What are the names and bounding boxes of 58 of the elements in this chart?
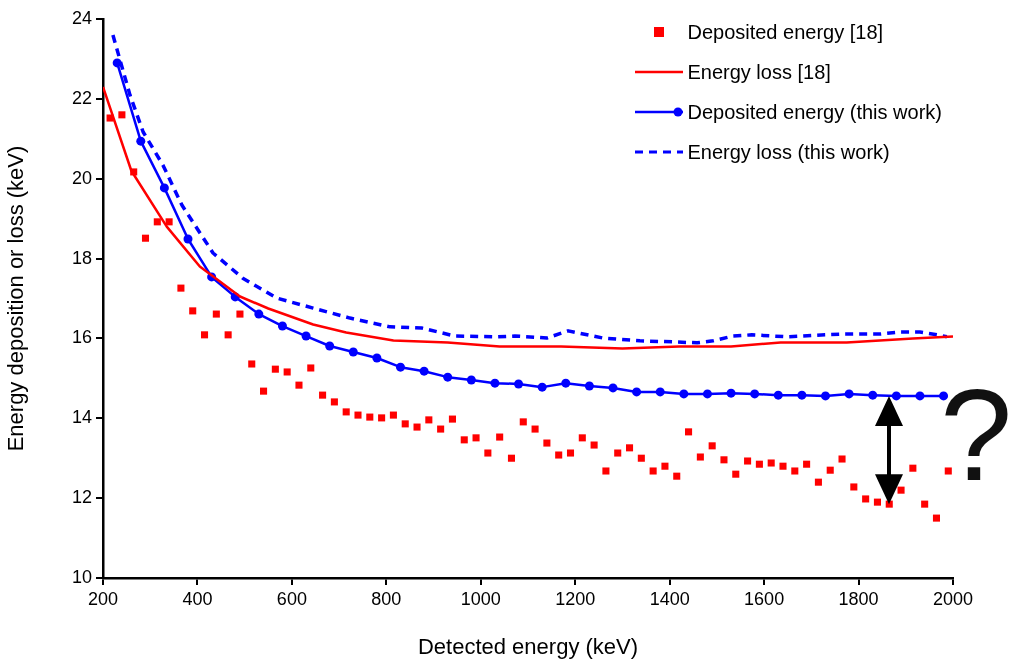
point [655, 387, 665, 397]
point [372, 353, 382, 363]
y-tick-label: 20 [71, 167, 92, 188]
point [797, 390, 807, 400]
y-tick-label: 22 [71, 87, 92, 108]
x-tick-label: 400 [182, 588, 213, 609]
legend-label: Deposited energy [18] [687, 20, 884, 44]
x-tick-label: 200 [87, 588, 119, 609]
x-axis-title: Detected energy (keV) [417, 633, 639, 659]
x-tick-label: 1400 [649, 588, 690, 609]
point [773, 390, 783, 400]
legend-label: Energy loss (this work) [687, 140, 890, 164]
point [514, 379, 524, 389]
point [821, 391, 830, 401]
point [750, 389, 760, 399]
point [844, 389, 854, 399]
point [490, 378, 500, 388]
y-tick-label: 10 [71, 566, 92, 587]
point [348, 347, 358, 357]
x-tick-label: 1000 [460, 588, 501, 609]
point [112, 58, 122, 68]
point [608, 383, 618, 393]
x-tick-label: 800 [371, 588, 402, 609]
x-tick-label: 2000 [932, 588, 974, 609]
point [702, 389, 712, 399]
legend-label: Deposited energy (this work) [687, 100, 942, 124]
legend-label: Energy loss [18] [687, 60, 831, 84]
point [183, 234, 193, 244]
point [419, 366, 429, 376]
x-tick-label: 1600 [744, 588, 785, 609]
y-tick-label: 12 [71, 487, 92, 508]
point [891, 391, 901, 401]
point [396, 362, 405, 372]
y-tick-label: 14 [71, 407, 92, 428]
point [325, 341, 335, 351]
point [466, 375, 476, 385]
x-tick-label: 600 [276, 588, 307, 609]
point [443, 372, 453, 382]
y-tick-label: 24 [71, 7, 92, 28]
point [561, 378, 571, 388]
point [254, 309, 264, 319]
point [915, 391, 925, 401]
x-tick-label: 1800 [838, 588, 879, 609]
point [679, 389, 689, 399]
point [136, 136, 146, 146]
point [632, 387, 642, 397]
y-tick-label: 18 [71, 247, 92, 268]
x-tick-label: 1200 [555, 588, 596, 609]
y-axis-title: Energy deposition or loss (keV) [3, 145, 29, 452]
annotation: ? [940, 362, 1012, 508]
point [159, 183, 169, 193]
point [301, 331, 311, 341]
point [537, 382, 547, 392]
point [868, 390, 878, 400]
point [726, 388, 736, 398]
point [584, 381, 594, 391]
y-tick-label: 16 [71, 327, 92, 348]
point [277, 321, 287, 331]
